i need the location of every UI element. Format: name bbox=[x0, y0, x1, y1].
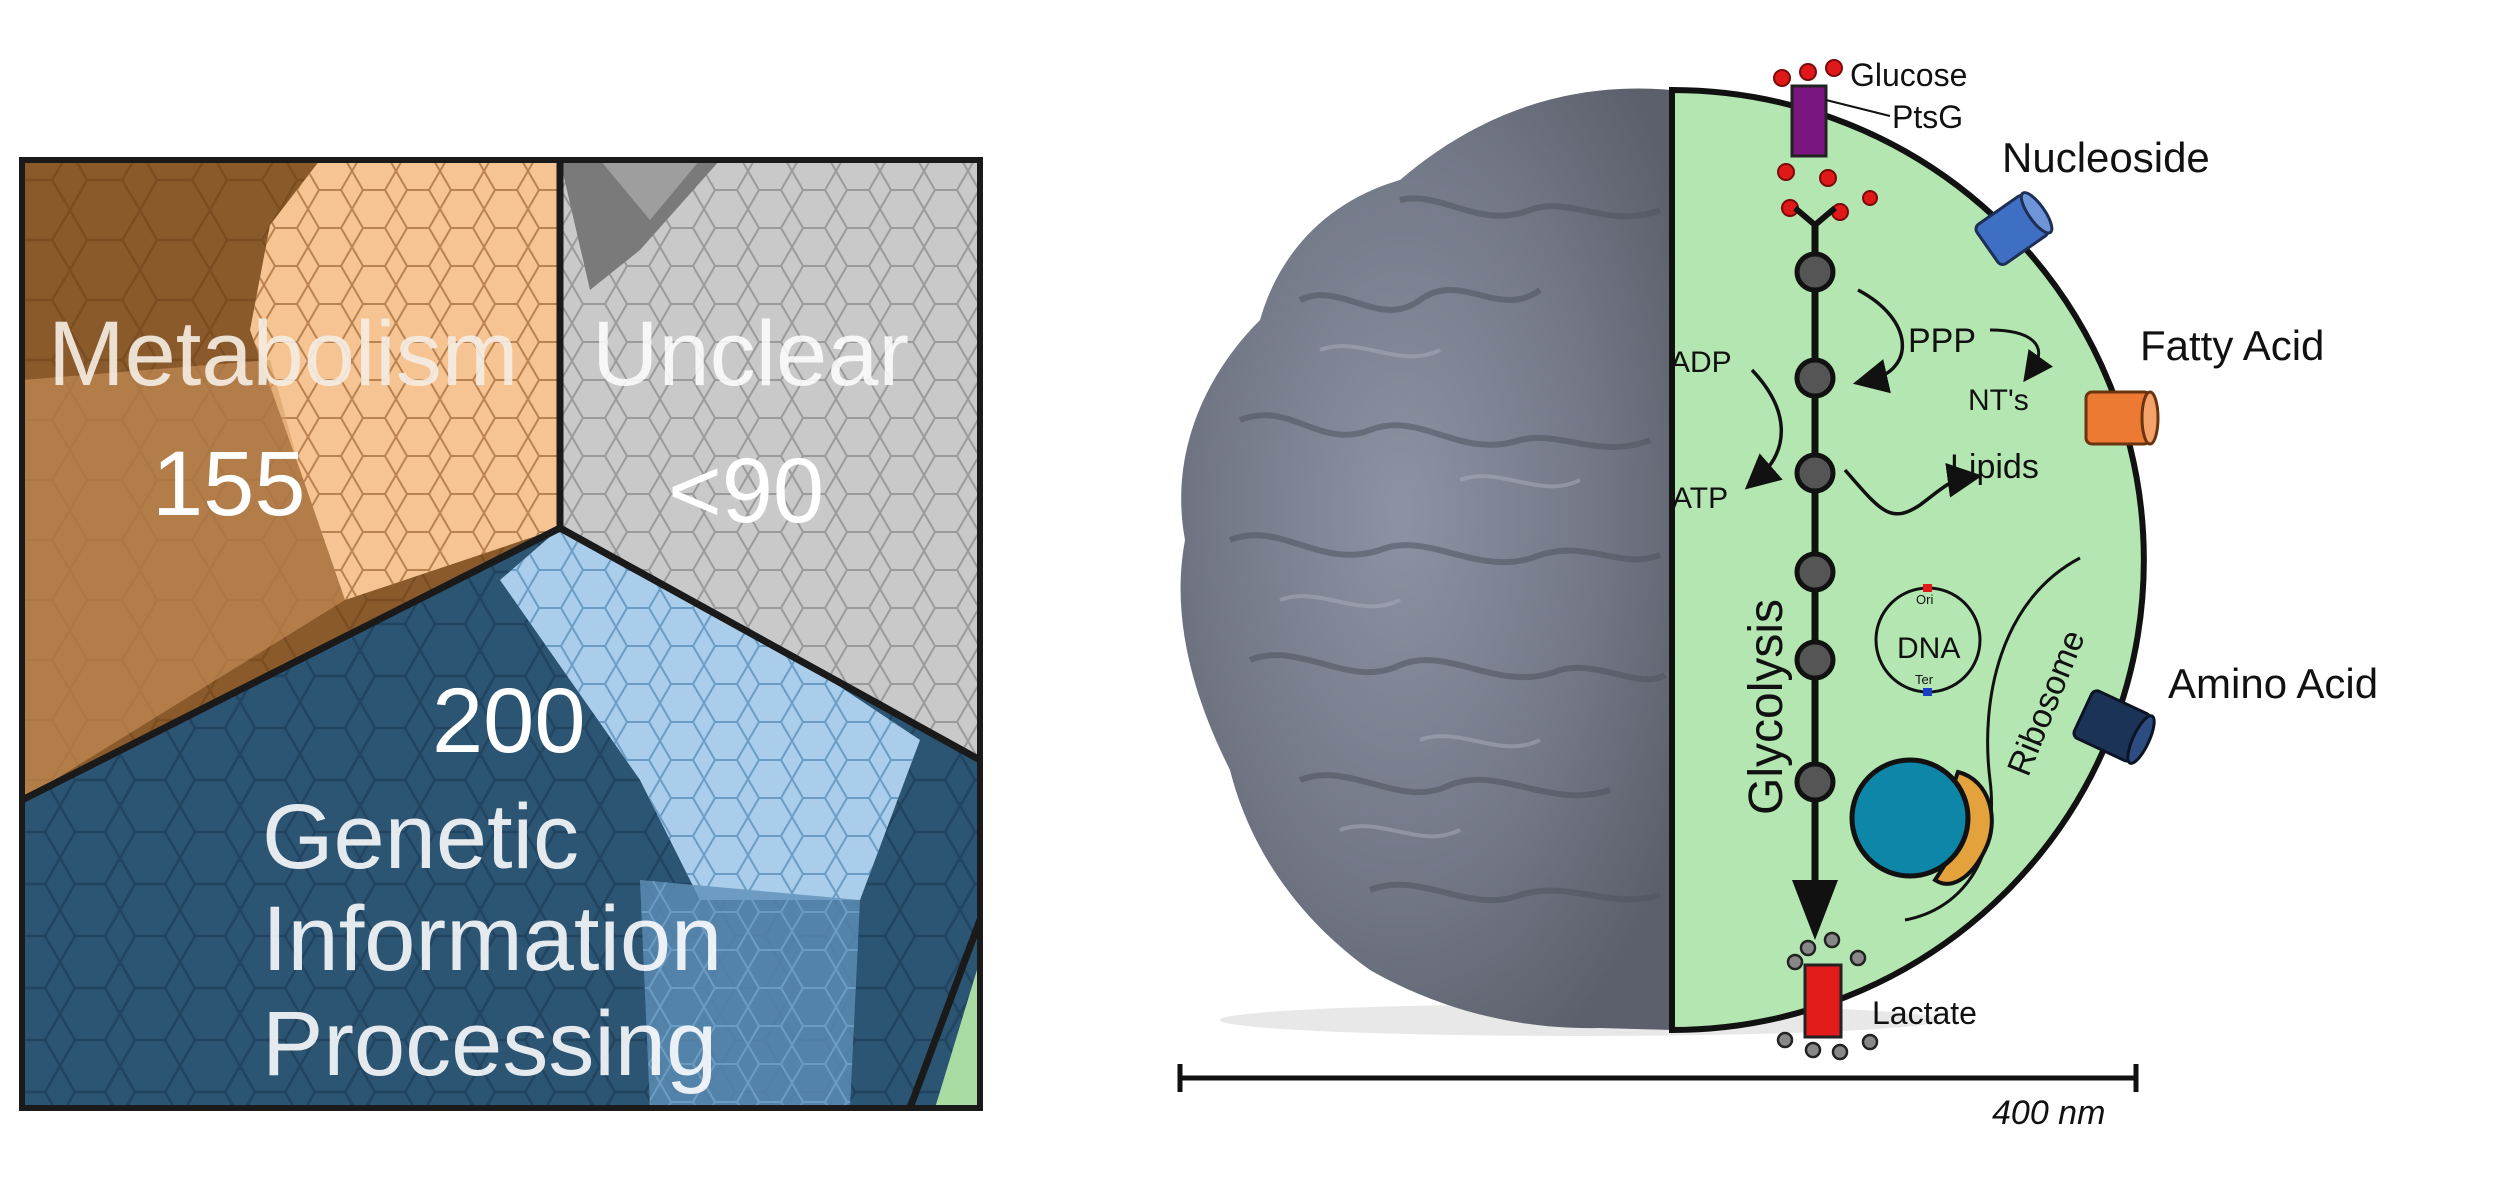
lipids-arrow bbox=[1843, 462, 1983, 516]
ori-label: Ori bbox=[1916, 592, 1933, 607]
glycolysis-arrowhead bbox=[1792, 880, 1838, 940]
voronoi-treemap: Metabolism Unclear 155 <90 200 Genetic I… bbox=[22, 160, 980, 1108]
ppp-branch-arrow bbox=[1852, 288, 1905, 394]
adp-label: ADP bbox=[1670, 346, 1732, 379]
amino-acid-label: Amino Acid bbox=[2168, 660, 2378, 707]
lactate-molecules bbox=[1776, 931, 1879, 1061]
ptsg-leader bbox=[1825, 99, 1891, 117]
genetic-region bbox=[22, 528, 980, 1108]
mrna-strand bbox=[1904, 556, 2081, 922]
dna-label: DNA bbox=[1897, 632, 1960, 665]
scale-bar bbox=[1177, 1064, 2139, 1092]
fatty-acid-transporter bbox=[2084, 390, 2160, 446]
cell-schematic: Glucose PtsG Glycolysis ADP ATP PPP NT's… bbox=[1669, 57, 2148, 1061]
ptsg-label: PtsG bbox=[1892, 99, 1963, 135]
unclear-region bbox=[560, 160, 980, 760]
unclear-label: Unclear bbox=[592, 303, 909, 405]
genetic-label-line1: Genetic bbox=[262, 786, 579, 888]
nucleoside-label: Nucleoside bbox=[2002, 134, 2210, 181]
genetic-label-line3: Processing bbox=[262, 993, 717, 1095]
fatty-acid-label: Fatty Acid bbox=[2140, 322, 2324, 369]
genetic-count: 200 bbox=[432, 670, 586, 772]
ter-label: Ter bbox=[1915, 672, 1934, 687]
glucose-label: Glucose bbox=[1850, 57, 1967, 93]
glycolysis-label: Glycolysis bbox=[1740, 599, 1793, 815]
amino-acid-transporter bbox=[2072, 689, 2156, 765]
cytoplasm bbox=[1669, 86, 2148, 1034]
metabolism-count: 155 bbox=[152, 433, 306, 535]
ribosome-large-subunit bbox=[1849, 757, 1971, 879]
adp-atp-arrow bbox=[1744, 368, 1783, 490]
voronoi-frame bbox=[19, 157, 983, 1111]
unclear-count: <90 bbox=[668, 440, 824, 542]
glucose-molecules bbox=[1773, 59, 1878, 221]
scale-bar-label: 400 nm bbox=[1992, 1094, 2105, 1132]
ppp-label: PPP bbox=[1908, 322, 1976, 360]
region-borders bbox=[22, 160, 980, 1108]
nts-arrow bbox=[1989, 328, 2053, 383]
ter-marker bbox=[1923, 688, 1932, 696]
cell-micrograph bbox=[1180, 88, 1940, 1036]
lactate-label: Lactate bbox=[1872, 995, 1977, 1031]
lactate-transporter bbox=[1803, 963, 1843, 1039]
lipids-label: Lipids bbox=[1950, 448, 2039, 486]
glycolysis-intermediates bbox=[1794, 251, 1836, 803]
nucleoside-transporter bbox=[1974, 191, 2054, 267]
metabolism-label: Metabolism bbox=[48, 303, 518, 405]
ori-marker bbox=[1923, 584, 1932, 592]
ptsg-transporter bbox=[1790, 84, 1828, 158]
corner-green-region bbox=[935, 960, 980, 1108]
genetic-label-line2: Information bbox=[262, 888, 722, 990]
nts-label: NT's bbox=[1968, 384, 2029, 417]
metabolism-region bbox=[22, 160, 560, 800]
atp-label: ATP bbox=[1672, 482, 1728, 515]
